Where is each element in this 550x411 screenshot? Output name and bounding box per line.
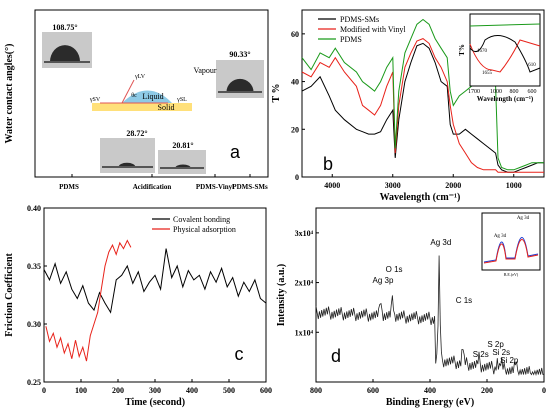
inset-xlabel: B.E.(eV) xyxy=(504,272,519,277)
panel-d-xtick-label: 800 xyxy=(310,386,322,395)
xps-spectrum-line xyxy=(315,255,544,376)
peak-label: C 1s xyxy=(456,296,472,305)
peak-label: Si 2p xyxy=(500,356,519,365)
inset-sms-line xyxy=(469,35,541,73)
theta-label: θc xyxy=(131,93,137,99)
panel-d-xtick-label: 400 xyxy=(424,386,436,395)
panel-c-xtick-label: 300 xyxy=(149,386,161,395)
panel-b-letter: b xyxy=(323,154,333,174)
gamma-lv-arrow xyxy=(121,79,135,104)
peak-label: Ag 3d xyxy=(430,238,451,247)
panel-a-value-label: 28.72° xyxy=(126,129,147,138)
panel-d-ytick-label: 2x10⁴ xyxy=(295,279,314,288)
inset-xtick-label: 600 xyxy=(528,89,537,95)
panel-d-ylabel: Intensity (a.u.) xyxy=(276,264,287,327)
panel-a-tick-label: PDMS xyxy=(59,183,79,191)
panel-c-xtick-label: 100 xyxy=(75,386,87,395)
panel-c-ytick-label: 0.40 xyxy=(27,204,41,213)
inset-blue-fit xyxy=(483,237,539,263)
panel-a-letter: a xyxy=(230,142,241,162)
panel-b-ylabel: T % xyxy=(271,84,282,103)
panel-a-tick-label: PDMS-SMs xyxy=(232,183,268,191)
panel-d-ytick-label: 1x10⁴ xyxy=(295,328,314,337)
inset-xtick-label: 1000 xyxy=(490,89,502,95)
inset-red-fit xyxy=(483,239,539,264)
panel-b-xtick-label: 4000 xyxy=(324,181,340,190)
droplet-photo xyxy=(158,150,206,174)
panel-c-ytick-label: 0.35 xyxy=(27,262,41,271)
panel-b-legend-label: PDMS xyxy=(340,35,362,44)
panel-b-frame xyxy=(301,9,545,178)
inset-annotation: 1670 xyxy=(477,49,488,54)
inset-annotation: 610 xyxy=(528,63,536,68)
panel-c-xtick-label: 500 xyxy=(223,386,235,395)
solid-label: Solid xyxy=(158,103,175,112)
inset-xlabel: Wavelength (cm⁻¹) xyxy=(477,95,534,103)
panel-d-letter: d xyxy=(331,346,341,366)
panel-c-series-line xyxy=(45,239,132,362)
inset-vinyl-line xyxy=(469,39,541,73)
liquid-drop xyxy=(122,90,172,103)
panel-c-series-line xyxy=(43,248,267,314)
inset-pdms-line xyxy=(469,23,541,27)
panel-b-ytick-label: 60 xyxy=(291,30,299,39)
panel-a-value-label: 108.75° xyxy=(52,23,77,32)
gamma-sl-label: γSL xyxy=(176,97,187,103)
water-droplet xyxy=(118,162,136,167)
peak-label: O 1s xyxy=(386,265,403,274)
water-droplet xyxy=(49,45,81,62)
panel-c-ytick-label: 0.30 xyxy=(27,320,41,329)
panel-b-ytick-label: 0 xyxy=(295,173,299,182)
panel-d-xtick-label: 200 xyxy=(481,386,493,395)
panel-c-ylabel: Friction Coefficient xyxy=(4,253,15,337)
panel-c-xlabel: Time (second) xyxy=(125,397,185,408)
peak-label: Si 2s xyxy=(492,348,510,357)
inset-xtick-label: 1700 xyxy=(468,89,480,95)
inset-peak-label: Ag 3d xyxy=(517,216,530,221)
panel-c-legend-label: Physical adsorption xyxy=(173,225,236,234)
panel-a-value-label: 90.33° xyxy=(229,50,250,59)
panel-b-series-line xyxy=(301,18,544,171)
inset-annotation: 1655 xyxy=(482,71,493,76)
panel-c-frame xyxy=(43,207,267,383)
water-droplet xyxy=(226,78,254,92)
panel-b-xtick-label: 2000 xyxy=(445,181,461,190)
gamma-sv-label: γSV xyxy=(89,97,101,103)
inset-xtick-label: 800 xyxy=(510,89,519,95)
panel-c-legend-label: Covalent bonding xyxy=(173,215,230,224)
gamma-lv-label: γLV xyxy=(134,74,146,80)
panel-a-tick-label: PDMS-Vinyl xyxy=(196,183,234,191)
panel-b-series-line xyxy=(301,42,544,173)
panel-b-xtick-label: 3000 xyxy=(385,181,401,190)
panel-c-xtick-label: 600 xyxy=(260,386,272,395)
peak-label: S 2s xyxy=(473,350,489,359)
inset-ylabel: T% xyxy=(458,44,466,56)
panel-a-value-label: 20.81° xyxy=(172,141,193,150)
peak-label: Ag 3p xyxy=(373,276,394,285)
panel-d-xtick-label: 0 xyxy=(542,386,546,395)
panel-d-xlabel: Binding Energy (eV) xyxy=(386,397,474,408)
panel-c-xtick-label: 0 xyxy=(42,386,46,395)
panel-b-xtick-label: 1000 xyxy=(506,181,522,190)
panel-d-ytick-label: 3x10⁴ xyxy=(295,229,314,238)
panel-d-xtick-label: 600 xyxy=(367,386,379,395)
panel-c-xtick-label: 400 xyxy=(186,386,198,395)
panel-a-ylabel: Water contact angles(°) xyxy=(4,44,15,144)
panel-b-xlabel: Wavelength (cm⁻¹) xyxy=(380,192,461,203)
panel-b-ytick-label: 40 xyxy=(291,78,299,87)
panel-c-letter: c xyxy=(235,344,244,364)
solid-layer xyxy=(92,103,192,111)
panel-c-ytick-label: 0.25 xyxy=(27,378,41,387)
panel-b-legend-label: Modified with Vinyl xyxy=(340,25,406,34)
peak-label: S 2p xyxy=(487,340,504,349)
vapour-label: Vapour xyxy=(193,66,216,75)
panel-a-tick-label: Acidification xyxy=(133,183,172,191)
panel-b-ytick-label: 20 xyxy=(291,125,299,134)
panel-b-series-line xyxy=(301,38,544,173)
inset-peak-label: Ag 3d xyxy=(494,234,507,239)
panel-b-legend-label: PDMS-SMs xyxy=(340,15,379,24)
liquid-label: Liquid xyxy=(142,92,163,101)
panel-c-xtick-label: 200 xyxy=(112,386,124,395)
